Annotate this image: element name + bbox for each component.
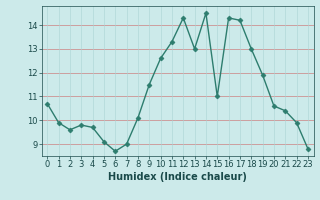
X-axis label: Humidex (Indice chaleur): Humidex (Indice chaleur) xyxy=(108,172,247,182)
